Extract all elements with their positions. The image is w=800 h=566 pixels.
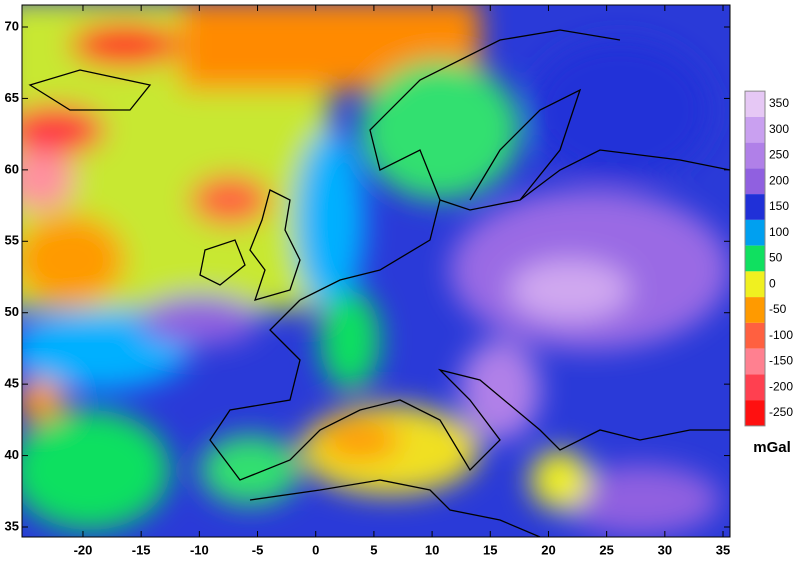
y-tick-label: 50 <box>5 304 19 319</box>
colorbar-band <box>745 374 765 401</box>
colorbar-label: -50 <box>769 302 787 316</box>
x-tick-label: 20 <box>541 542 555 557</box>
colorbar-label: -200 <box>769 379 793 393</box>
x-tick-label: -15 <box>132 542 151 557</box>
colorbar-label: 0 <box>769 276 776 290</box>
colorbar-label: 150 <box>769 199 789 213</box>
colorbar-label: 200 <box>769 173 789 187</box>
colorbar-band <box>745 400 765 426</box>
colorbar-band <box>745 297 765 323</box>
colorbar-band <box>745 348 765 375</box>
colorbar-label: 350 <box>769 96 789 110</box>
colorbar-unit: mGal <box>753 439 791 456</box>
colorbar-band <box>745 322 765 349</box>
x-tick-label: 30 <box>658 542 672 557</box>
colorbar-frame <box>744 90 766 427</box>
map-frame <box>21 4 731 538</box>
y-tick-label: 70 <box>5 18 19 33</box>
x-tick-label: -20 <box>74 542 93 557</box>
anomaly-field <box>22 5 730 537</box>
y-tick-label: 45 <box>5 376 19 391</box>
colorbar-band <box>745 245 765 272</box>
colorbar-band <box>745 194 765 220</box>
colorbar-label: 100 <box>769 225 789 239</box>
x-tick-label: 15 <box>483 542 497 557</box>
colorbar-band <box>745 116 765 143</box>
colorbar-label: -150 <box>769 354 793 368</box>
x-tick-label: 5 <box>370 542 377 557</box>
y-tick-label: 65 <box>5 90 19 105</box>
colorbar-band <box>745 168 765 195</box>
colorbar-label: 250 <box>769 148 789 162</box>
x-tick-label: 10 <box>425 542 439 557</box>
x-tick-label: 0 <box>312 542 319 557</box>
colorbar-band <box>745 142 765 169</box>
y-tick-label: 40 <box>5 447 19 462</box>
coastlines <box>28 29 730 537</box>
y-tick-label: 60 <box>5 161 19 176</box>
x-tick-label: -5 <box>252 542 264 557</box>
axes: -20 -15 -10 -5 0 5 10 15 20 25 30 35 35 40 45 50 55 60 65 7… <box>5 5 730 557</box>
colorbar-band <box>745 271 765 298</box>
colorbar-band <box>745 91 765 117</box>
colorbar-label: 50 <box>769 251 783 265</box>
x-tick-label: 25 <box>599 542 613 557</box>
colorbar: 350 300 250 200 150 100 50 0 -50 -100 -150 -200 -250… <box>744 90 793 456</box>
x-tick-label: -10 <box>190 542 209 557</box>
colorbar-label: -100 <box>769 328 793 342</box>
x-tick-label: 35 <box>716 542 730 557</box>
y-tick-label: 35 <box>5 518 19 533</box>
colorbar-label: 300 <box>769 122 789 136</box>
colorbar-label: -250 <box>769 405 793 419</box>
colorbar-band <box>745 219 765 246</box>
y-tick-label: 55 <box>5 233 19 248</box>
